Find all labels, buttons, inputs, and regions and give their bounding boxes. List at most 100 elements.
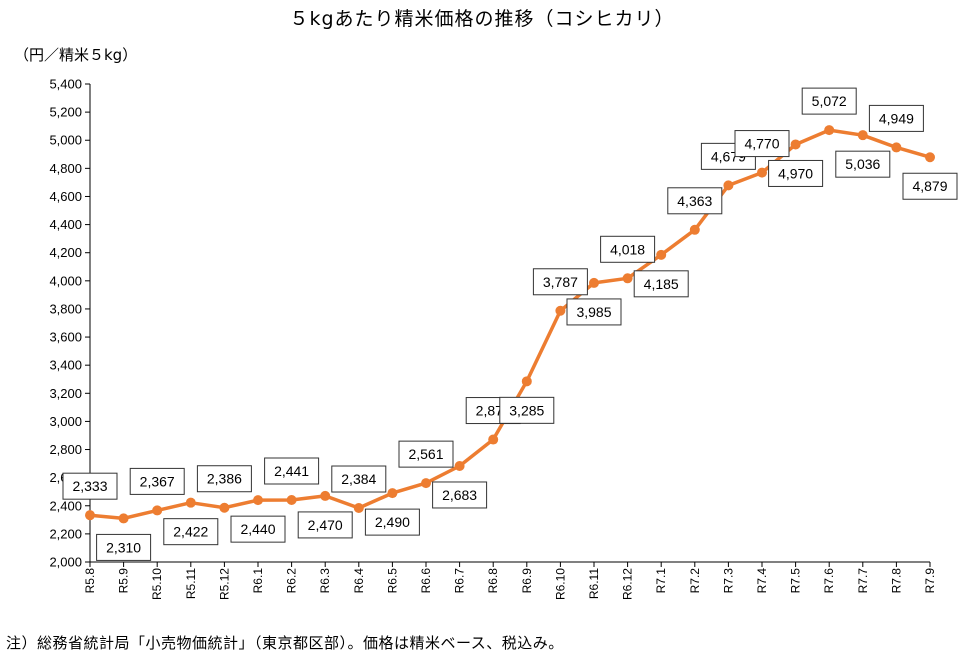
data-label: 2,384 — [331, 465, 387, 493]
data-label-box — [62, 472, 118, 500]
data-label: 4,949 — [868, 104, 924, 132]
x-tick-label: R7.7 — [856, 568, 870, 594]
data-label-box — [566, 298, 622, 326]
x-tick-label: R6.11 — [587, 568, 601, 599]
data-label-box — [600, 235, 656, 263]
y-tick-label: 3,200 — [49, 386, 82, 401]
x-tick-label: R6.12 — [621, 568, 635, 600]
y-tick-label: 3,800 — [49, 301, 82, 316]
data-label: 5,036 — [835, 150, 891, 178]
data-label-box — [129, 467, 185, 495]
data-label: 4,018 — [600, 235, 656, 263]
data-label: 2,367 — [129, 467, 185, 495]
x-tick-label: R6.2 — [285, 568, 299, 594]
data-label-text: 2,470 — [308, 517, 343, 533]
data-point — [488, 434, 499, 445]
data-label-text: 3,985 — [576, 304, 611, 320]
series-line — [89, 128, 931, 521]
data-label-text: 2,683 — [442, 487, 477, 503]
data-point — [454, 460, 465, 471]
data-point — [622, 273, 633, 284]
data-label: 5,072 — [801, 87, 857, 115]
data-label-text: 2,441 — [274, 463, 309, 479]
data-point — [589, 277, 599, 288]
y-tick-label: 4,400 — [49, 217, 82, 232]
data-label-text: 2,561 — [408, 446, 443, 462]
data-point — [555, 305, 566, 316]
data-label-text: 4,363 — [677, 193, 712, 209]
data-label-box — [230, 515, 286, 543]
y-axis-ticks: 2,0002,2002,4002,6002,8003,0003,2003,400… — [49, 77, 90, 570]
data-label: 4,185 — [633, 270, 689, 298]
data-label-text: 4,185 — [644, 276, 679, 292]
data-label: 3,787 — [532, 268, 588, 296]
data-label: 4,879 — [902, 172, 958, 200]
data-label: 3,985 — [566, 298, 622, 326]
y-tick-label: 3,600 — [49, 330, 82, 345]
y-tick-label: 4,800 — [49, 161, 82, 176]
y-axis-unit-label: （円／精米５kg） — [14, 46, 138, 64]
y-tick-label: 5,400 — [49, 77, 82, 92]
data-label-box — [331, 465, 387, 493]
data-point — [925, 152, 935, 163]
data-label-text: 2,310 — [106, 539, 141, 555]
data-point — [790, 139, 801, 150]
data-point — [118, 513, 129, 524]
data-label: 4,770 — [734, 130, 790, 158]
data-point — [656, 249, 667, 260]
y-tick-label: 5,000 — [49, 133, 82, 148]
data-point — [857, 130, 868, 141]
data-label-text: 3,787 — [543, 274, 578, 290]
y-tick-label: 4,200 — [49, 245, 82, 260]
data-label-text: 5,072 — [812, 93, 847, 109]
x-tick-label: R6.4 — [352, 568, 366, 594]
data-point — [723, 180, 734, 191]
data-label: 2,683 — [432, 481, 488, 509]
x-tick-label: R5.9 — [117, 568, 131, 594]
x-tick-label: R6.1 — [251, 568, 265, 594]
data-label-text: 4,949 — [879, 110, 914, 126]
data-label: 2,422 — [163, 518, 219, 546]
data-label: 3,285 — [499, 396, 555, 424]
data-label: 2,470 — [297, 511, 353, 539]
chart-title: ５kgあたり精米価格の推移（コシヒカリ） — [289, 8, 675, 30]
data-label-box — [499, 396, 555, 424]
y-tick-label: 4,000 — [49, 273, 82, 288]
data-label: 4,363 — [667, 187, 723, 215]
data-label: 2,333 — [62, 472, 118, 500]
x-tick-label: R6.9 — [520, 568, 534, 594]
y-tick-label: 3,400 — [49, 358, 82, 373]
data-label-text: 2,386 — [207, 471, 242, 487]
x-tick-label: R7.2 — [688, 568, 702, 594]
x-tick-label: R7.9 — [923, 568, 937, 594]
x-axis-ticks: R5.8 R5.9 R5.10 R5.11 R5.12 R6.1 R6.2 R6.3 R6.4 R… — [83, 562, 937, 600]
data-point — [253, 495, 263, 506]
data-label-text: 4,970 — [778, 165, 813, 181]
data-label-box — [902, 172, 958, 200]
x-tick-label: R7.6 — [822, 568, 836, 594]
y-tick-label: 4,600 — [49, 189, 82, 204]
data-point — [185, 497, 196, 508]
data-label-text: 4,770 — [744, 136, 779, 152]
data-point — [387, 488, 398, 499]
x-tick-label: R7.5 — [789, 568, 803, 594]
x-tick-label: R7.3 — [721, 568, 735, 594]
y-tick-label: 3,000 — [49, 414, 82, 429]
data-label-box — [633, 270, 689, 298]
data-label-box — [398, 440, 454, 468]
data-label-box — [364, 508, 420, 536]
data-point — [689, 224, 700, 235]
data-label-box — [297, 511, 353, 539]
data-label-box — [163, 518, 219, 546]
data-label-text: 2,490 — [375, 514, 410, 530]
data-point — [353, 503, 364, 514]
data-labels: 2,333 2,310 2,367 2,422 2,386 2,440 2,441 2,470… — [62, 87, 958, 561]
data-label-text: 2,367 — [140, 473, 175, 489]
data-label-box — [264, 457, 320, 485]
data-label-text: 4,018 — [610, 241, 645, 257]
data-point — [824, 125, 835, 136]
data-label-box — [801, 87, 857, 115]
x-tick-label: R5.11 — [184, 568, 198, 599]
data-point — [286, 495, 297, 506]
